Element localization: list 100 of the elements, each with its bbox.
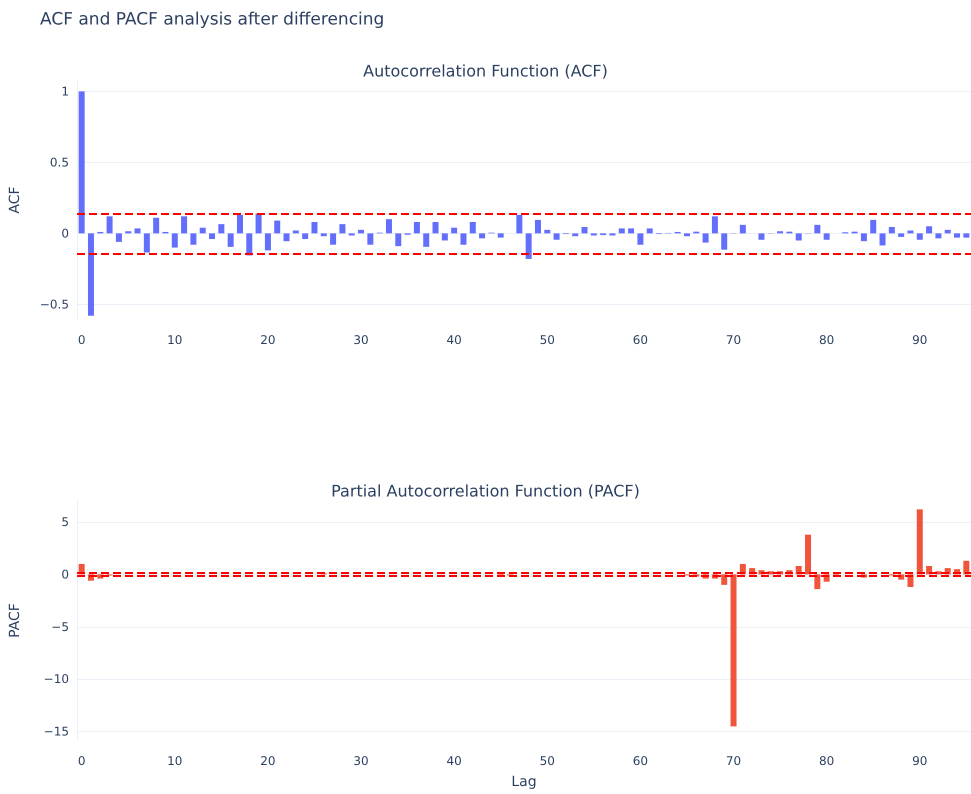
bar xyxy=(590,233,597,236)
bar xyxy=(544,230,550,234)
bar xyxy=(796,233,802,240)
bar xyxy=(554,233,560,240)
bar xyxy=(498,233,504,238)
y-axis-title: ACF xyxy=(7,186,23,214)
chart-title: ACF and PACF analysis after differencing xyxy=(40,10,384,30)
x-tick-label: 70 xyxy=(726,333,742,347)
y-tick-label: −5 xyxy=(51,620,69,634)
bar xyxy=(172,233,178,248)
bar xyxy=(637,233,644,245)
x-tick-label: 90 xyxy=(912,754,928,768)
bar xyxy=(144,233,150,253)
x-tick-label: 10 xyxy=(167,754,182,768)
bar xyxy=(646,228,653,234)
bar xyxy=(880,233,886,246)
bar xyxy=(814,224,820,234)
bar xyxy=(209,233,216,240)
bar xyxy=(860,233,867,242)
bar xyxy=(228,233,234,247)
y-tick-label: −15 xyxy=(44,724,69,739)
bar xyxy=(758,233,764,240)
bar xyxy=(935,233,942,238)
bar xyxy=(302,233,308,240)
bar xyxy=(721,233,728,250)
bar xyxy=(395,233,402,246)
bar xyxy=(367,233,374,245)
bar xyxy=(824,233,830,240)
bar xyxy=(246,233,252,256)
bar xyxy=(190,233,196,245)
x-tick-label: 0 xyxy=(78,333,86,347)
bar xyxy=(954,233,960,238)
bar xyxy=(88,233,94,316)
bar xyxy=(423,233,430,247)
y-axis-title: PACF xyxy=(7,603,23,638)
bar xyxy=(78,91,85,234)
x-axis-title: Lag xyxy=(511,774,537,790)
y-tick-label: 0 xyxy=(61,567,69,582)
bar xyxy=(256,213,262,234)
y-tick-label: 1 xyxy=(61,84,69,98)
bar xyxy=(702,233,709,243)
bar xyxy=(470,222,476,234)
bar xyxy=(153,218,160,234)
bar xyxy=(432,222,439,234)
bar xyxy=(916,233,923,240)
x-tick-label: 10 xyxy=(167,333,182,347)
bar xyxy=(916,509,923,574)
bar xyxy=(898,233,904,237)
x-tick-label: 30 xyxy=(353,333,369,347)
bar xyxy=(944,230,951,234)
y-tick-label: −0.5 xyxy=(40,297,69,312)
bar xyxy=(460,233,466,245)
x-tick-label: 40 xyxy=(446,754,462,768)
bar xyxy=(926,226,932,234)
bar xyxy=(534,220,541,234)
bar xyxy=(888,226,895,234)
x-tick-label: 90 xyxy=(912,333,928,347)
x-tick-label: 20 xyxy=(260,333,276,347)
bar xyxy=(386,219,392,234)
bar xyxy=(414,222,420,234)
x-tick-label: 70 xyxy=(726,754,742,768)
bar xyxy=(740,224,746,234)
bar xyxy=(218,224,224,234)
bar xyxy=(618,228,625,234)
y-tick-label: 0 xyxy=(61,226,69,240)
bar xyxy=(358,230,364,234)
x-tick-label: 40 xyxy=(446,333,462,347)
bar xyxy=(292,230,299,234)
bar xyxy=(870,220,876,234)
bar xyxy=(721,574,728,585)
x-tick-label: 30 xyxy=(353,754,369,768)
bar xyxy=(609,233,616,236)
bar xyxy=(730,574,737,726)
x-tick-label: 80 xyxy=(819,754,834,768)
bar xyxy=(963,233,970,238)
bar xyxy=(442,233,448,240)
bar xyxy=(274,220,280,234)
bar xyxy=(907,230,914,234)
chart-subtitle: Autocorrelation Function (ACF) xyxy=(363,62,608,80)
x-tick-label: 50 xyxy=(540,754,555,768)
x-tick-label: 20 xyxy=(260,754,276,768)
bar xyxy=(106,216,113,234)
bar xyxy=(516,214,522,234)
x-tick-label: 60 xyxy=(632,333,648,347)
x-tick-label: 80 xyxy=(819,333,834,347)
bar xyxy=(200,228,206,234)
bar xyxy=(116,233,122,242)
bar xyxy=(479,233,486,238)
bar xyxy=(264,233,271,250)
bar xyxy=(134,228,141,234)
bar xyxy=(451,228,458,234)
bar xyxy=(339,224,346,234)
x-tick-label: 50 xyxy=(540,333,555,347)
bar xyxy=(805,534,812,574)
bar xyxy=(526,233,532,259)
bar xyxy=(712,216,718,234)
bar xyxy=(628,228,634,234)
y-tick-label: −10 xyxy=(44,672,69,686)
x-tick-label: 60 xyxy=(632,754,648,768)
bar xyxy=(814,574,820,590)
